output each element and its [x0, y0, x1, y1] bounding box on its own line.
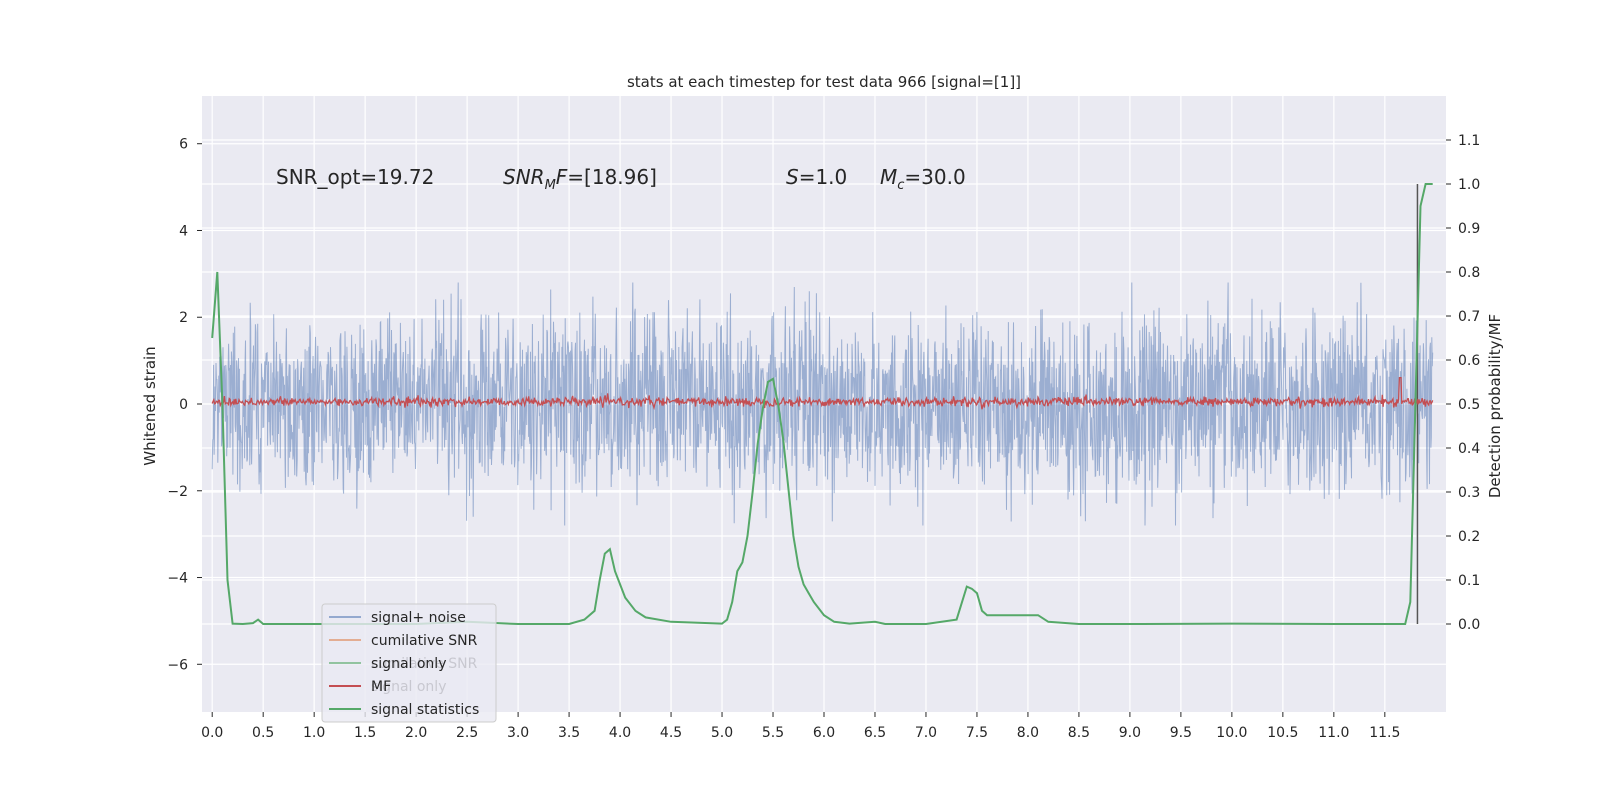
- x-tick-label: 11.0: [1318, 725, 1349, 741]
- x-tick-label: 2.0: [405, 725, 427, 741]
- y-right-tick-label: 0.6: [1458, 353, 1480, 369]
- y-tick-label: 0: [179, 397, 188, 413]
- x-tick-label: 4.5: [660, 725, 682, 741]
- x-tick-label: 8.0: [1017, 725, 1039, 741]
- x-tick-label: 11.5: [1369, 725, 1400, 741]
- y-right-tick-label: 0.4: [1458, 441, 1480, 457]
- x-tick-label: 10.5: [1267, 725, 1298, 741]
- series-signal-noise: [211, 282, 1434, 526]
- annotation-snr-opt: SNR_opt=19.72: [276, 165, 434, 189]
- y-tick-label: 6: [179, 137, 188, 153]
- y-tick-label: 4: [179, 223, 188, 239]
- y-axis-right-label: Detection probability/MF: [1486, 314, 1504, 498]
- y-axis-left: −6 −4 −2 0 2 4 6: [167, 137, 202, 673]
- legend: cumilative SNR signal only signal+ noise…: [321, 603, 497, 723]
- x-tick-label: 3.5: [558, 725, 580, 741]
- annotation-snr-mf: SNRMF=[18.96]: [503, 165, 657, 193]
- x-tick-label: 6.0: [813, 725, 835, 741]
- y-right-tick-label: 0.1: [1458, 573, 1480, 589]
- y-right-tick-label: 0.7: [1458, 309, 1480, 325]
- x-tick-label: 8.5: [1068, 725, 1090, 741]
- x-axis: 0.0 0.5 1.0 1.5 2.0 2.5 3.0 3.5 4.0 4.5 5.0 5.5 6.0 6…: [201, 712, 1400, 741]
- y-right-tick-label: 0.2: [1458, 529, 1480, 545]
- y-tick-label: −6: [167, 657, 188, 673]
- annotation-mc: Mc=30.0: [880, 165, 966, 193]
- y-axis-right: 0.0 0.1 0.2 0.3 0.4 0.5 0.6 0.7 0.8 0.9 1.0 1.1: [1446, 133, 1480, 633]
- annotation-s: S=1.0: [786, 165, 847, 189]
- legend-ghost-label: cumilative SNR: [371, 656, 478, 672]
- legend-ghost-label: signal only: [371, 679, 446, 695]
- y-right-tick-label: 0.0: [1458, 617, 1480, 633]
- x-tick-label: 5.5: [762, 725, 784, 741]
- y-right-tick-label: 1.0: [1458, 177, 1480, 193]
- y-right-tick-label: 0.3: [1458, 485, 1480, 501]
- y-right-tick-label: 1.1: [1458, 133, 1480, 149]
- legend-label: cumilative SNR: [371, 633, 478, 649]
- x-tick-label: 4.0: [609, 725, 631, 741]
- x-tick-label: 7.0: [915, 725, 937, 741]
- legend-box: [321, 603, 497, 723]
- y-tick-label: −4: [167, 571, 188, 587]
- x-tick-label: 9.5: [1170, 725, 1192, 741]
- series-mf: [211, 376, 1434, 411]
- x-tick-label: 10.0: [1216, 725, 1247, 741]
- x-tick-label: 0.0: [201, 725, 223, 741]
- x-tick-label: 0.5: [252, 725, 274, 741]
- y-right-tick-label: 0.9: [1458, 221, 1480, 237]
- x-tick-label: 3.0: [507, 725, 529, 741]
- chart-title: stats at each timestep for test data 966…: [627, 73, 1021, 91]
- x-tick-label: 1.5: [354, 725, 376, 741]
- x-tick-label: 7.5: [966, 725, 988, 741]
- y-tick-label: 2: [179, 310, 188, 326]
- y-right-tick-label: 0.8: [1458, 265, 1480, 281]
- legend-label: signal+ noise: [371, 610, 466, 626]
- x-tick-label: 1.0: [303, 725, 325, 741]
- x-tick-label: 9.0: [1119, 725, 1141, 741]
- x-tick-label: 2.5: [456, 725, 478, 741]
- y-right-tick-label: 0.5: [1458, 397, 1480, 413]
- legend-label: MF: [371, 679, 391, 695]
- y-axis-label: Whitened strain: [141, 346, 159, 465]
- legend-label: signal statistics: [371, 702, 479, 718]
- y-tick-label: −2: [167, 484, 188, 500]
- x-tick-label: 6.5: [864, 725, 886, 741]
- x-tick-label: 5.0: [711, 725, 733, 741]
- legend-label: signal only: [371, 656, 446, 672]
